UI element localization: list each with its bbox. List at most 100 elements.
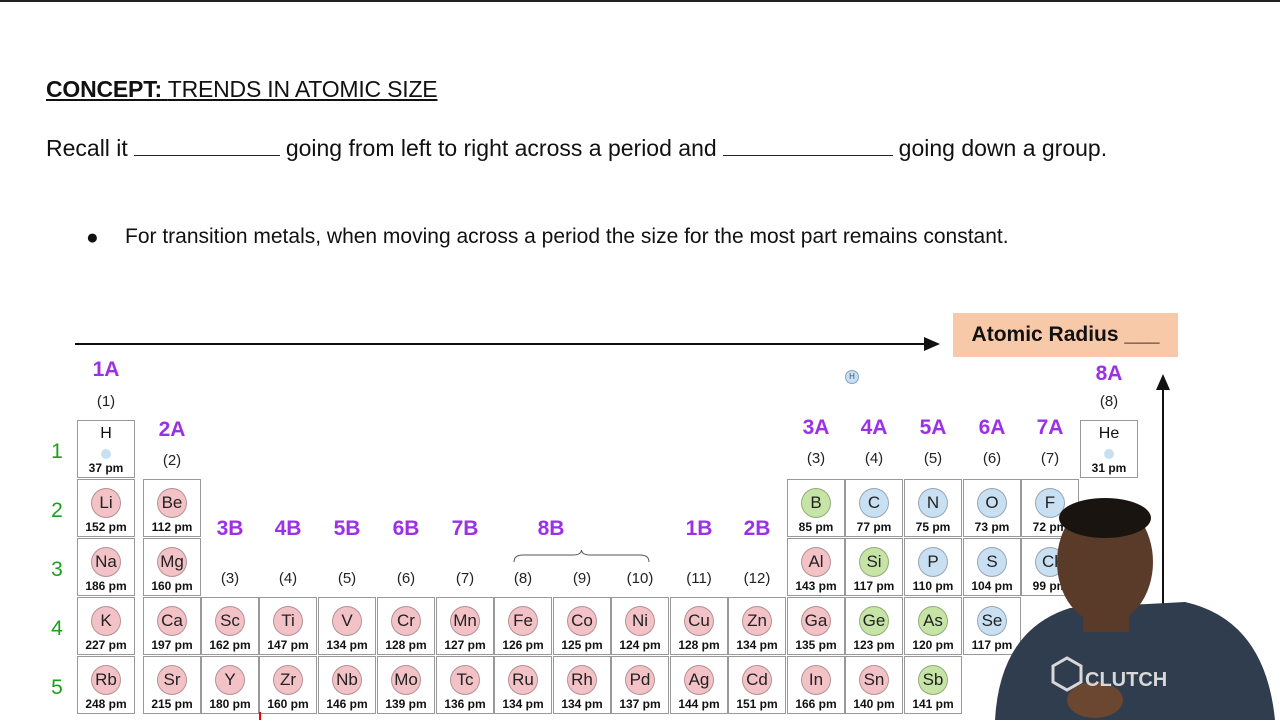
element-symbol: Sb bbox=[918, 665, 948, 695]
group-number: (6) bbox=[396, 570, 416, 587]
group-number: (8) bbox=[513, 570, 533, 587]
element-cell-sb: Sb 141 pm bbox=[904, 656, 962, 714]
element-symbol: Tc bbox=[450, 665, 480, 695]
group-label: 3A bbox=[802, 416, 830, 439]
atom-dot bbox=[1104, 449, 1114, 459]
period-label: 5 bbox=[51, 676, 63, 699]
element-symbol: He bbox=[1098, 425, 1120, 442]
atomic-radius-value: 180 pm bbox=[209, 697, 251, 711]
atomic-radius-label: Atomic Radius ___ bbox=[953, 313, 1178, 357]
recall-sentence: Recall it going from left to right across… bbox=[46, 135, 1107, 162]
atomic-radius-value: 77 pm bbox=[856, 520, 892, 534]
element-cell-rb: Rb 248 pm bbox=[77, 656, 135, 714]
top-rule bbox=[0, 0, 1280, 2]
element-symbol: Sn bbox=[859, 665, 889, 695]
element-symbol: Mo bbox=[391, 665, 421, 695]
element-cell-ca: Ca 197 pm bbox=[143, 597, 201, 655]
element-symbol: B bbox=[801, 488, 831, 518]
element-cell-o: O 73 pm bbox=[963, 479, 1021, 537]
arrow-up-icon bbox=[1156, 374, 1170, 390]
group-label: 1A bbox=[92, 358, 120, 381]
element-symbol: N bbox=[918, 488, 948, 518]
element-symbol: Al bbox=[801, 547, 831, 577]
element-symbol: Cu bbox=[684, 606, 714, 636]
atomic-radius-value: 134 pm bbox=[736, 638, 778, 652]
h-badge: H bbox=[845, 370, 859, 384]
atomic-radius-value: 134 pm bbox=[502, 697, 544, 711]
element-symbol: H bbox=[100, 425, 112, 442]
atomic-radius-value: 151 pm bbox=[736, 697, 778, 711]
element-cell-se: Se 117 pm bbox=[963, 597, 1021, 655]
element-cell-cd: Cd 151 pm bbox=[728, 656, 786, 714]
concept-label: CONCEPT: bbox=[46, 76, 162, 102]
red-mark bbox=[259, 712, 261, 720]
element-cell-co: Co 125 pm bbox=[553, 597, 611, 655]
atomic-radius-value: 160 pm bbox=[267, 697, 309, 711]
element-cell-b: B 85 pm bbox=[787, 479, 845, 537]
element-cell-ni: Ni 124 pm bbox=[611, 597, 669, 655]
element-cell-as: As 120 pm bbox=[904, 597, 962, 655]
element-cell-tc: Tc 136 pm bbox=[436, 656, 494, 714]
atomic-radius-value: 134 pm bbox=[326, 638, 368, 652]
group-label: 7A bbox=[1036, 416, 1064, 439]
element-cell-sn: Sn 140 pm bbox=[845, 656, 903, 714]
element-cell-cr: Cr 128 pm bbox=[377, 597, 435, 655]
element-symbol: In bbox=[801, 665, 831, 695]
atomic-radius-value: 73 pm bbox=[974, 520, 1010, 534]
period-label: 3 bbox=[51, 558, 63, 581]
group-number: (2) bbox=[162, 452, 182, 469]
period-label: 2 bbox=[51, 499, 63, 522]
group-label: 3B bbox=[216, 517, 244, 540]
atomic-radius-value: 117 pm bbox=[853, 579, 895, 593]
element-symbol: Rb bbox=[91, 665, 121, 695]
group-number: (3) bbox=[806, 450, 826, 467]
atomic-radius-value: 146 pm bbox=[326, 697, 368, 711]
element-symbol: Sr bbox=[157, 665, 187, 695]
recall-part-2: going from left to right across a period… bbox=[285, 135, 717, 161]
atomic-radius-value: 162 pm bbox=[209, 638, 251, 652]
group-number: (7) bbox=[455, 570, 475, 587]
vertical-arrow bbox=[1162, 388, 1164, 720]
atomic-radius-value: 144 pm bbox=[678, 697, 720, 711]
element-symbol: P bbox=[918, 547, 948, 577]
atomic-radius-value: 137 pm bbox=[619, 697, 661, 711]
group-label: 5B bbox=[333, 517, 361, 540]
horizontal-arrow bbox=[75, 343, 930, 345]
period-label: 1 bbox=[51, 440, 63, 463]
atomic-radius-value: 127 pm bbox=[444, 638, 486, 652]
element-cell-s: S 104 pm bbox=[963, 538, 1021, 596]
atomic-radius-value: 37 pm bbox=[88, 461, 124, 475]
element-symbol: K bbox=[91, 606, 121, 636]
element-cell-ge: Ge 123 pm bbox=[845, 597, 903, 655]
element-cell-be: Be 112 pm bbox=[143, 479, 201, 537]
element-cell-v: V 134 pm bbox=[318, 597, 376, 655]
element-symbol: Mn bbox=[450, 606, 480, 636]
recall-part-1: Recall it bbox=[46, 135, 128, 161]
blank-2[interactable] bbox=[722, 135, 893, 156]
element-symbol: Rh bbox=[567, 665, 597, 695]
element-symbol: Ca bbox=[157, 606, 187, 636]
recall-part-3: going down a group. bbox=[898, 135, 1108, 161]
atomic-radius-value: 125 pm bbox=[561, 638, 603, 652]
bullet-dot-icon: ● bbox=[86, 226, 99, 249]
group-8b-brace bbox=[513, 549, 650, 563]
element-cell-cu: Cu 128 pm bbox=[670, 597, 728, 655]
atomic-radius-value: 104 pm bbox=[971, 579, 1013, 593]
element-symbol: Ag bbox=[684, 665, 714, 695]
presenter-photo: CLUTCH bbox=[995, 498, 1275, 720]
element-cell-ag: Ag 144 pm bbox=[670, 656, 728, 714]
atom-dot bbox=[101, 449, 111, 459]
blank-1[interactable] bbox=[133, 135, 280, 156]
group-number: (9) bbox=[572, 570, 592, 587]
element-symbol: Y bbox=[215, 665, 245, 695]
atomic-radius-value: 147 pm bbox=[267, 638, 309, 652]
element-cell-fe: Fe 126 pm bbox=[494, 597, 552, 655]
period-label: 4 bbox=[51, 617, 63, 640]
element-cell-li: Li 152 pm bbox=[77, 479, 135, 537]
atomic-radius-value: 135 pm bbox=[795, 638, 837, 652]
element-cell-rh: Rh 134 pm bbox=[553, 656, 611, 714]
element-symbol: S bbox=[977, 547, 1007, 577]
element-cell-f: F 72 pm bbox=[1021, 479, 1079, 537]
element-cell-sr: Sr 215 pm bbox=[143, 656, 201, 714]
group-number: (5) bbox=[923, 450, 943, 467]
